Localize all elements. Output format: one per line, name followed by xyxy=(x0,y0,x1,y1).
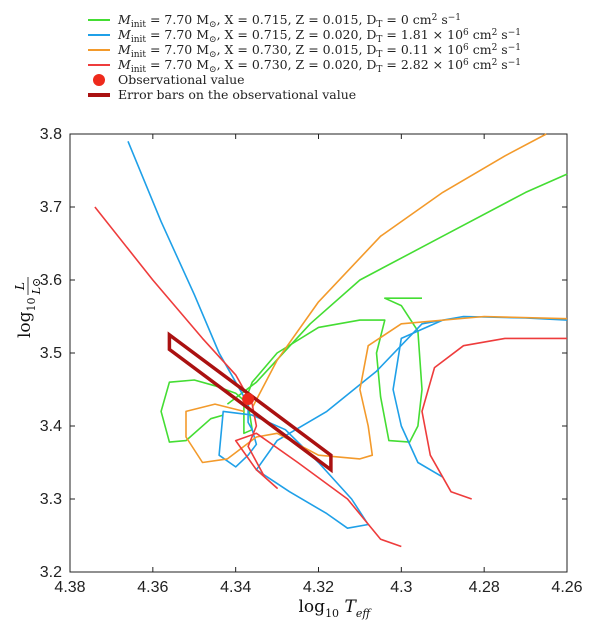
legend-entry-6: Error bars on the observational value xyxy=(88,87,356,102)
legend-label-3: Minit = 7.70 M⊙, X = 0.730, Z = 0.015, D… xyxy=(117,42,521,60)
plot-area: 4.38 4.36 4.34 4.32 4.3 4.28 4.26 3.2 3.3 3.4 3.5 3… xyxy=(40,126,583,596)
x-tick-label-4: 4.3 xyxy=(390,579,412,596)
plot-frame xyxy=(69,133,568,573)
legend-marker-5 xyxy=(93,74,105,86)
y-axis-label-group: log10 L L⊙ xyxy=(13,277,43,338)
series-1 xyxy=(160,173,568,443)
legend-label-4: Minit = 7.70 M⊙, X = 0.730, Z = 0.020, D… xyxy=(117,57,521,75)
y-tick-label-6: 3.8 xyxy=(40,126,62,143)
legend-entry-3: Minit = 7.70 M⊙, X = 0.730, Z = 0.015, D… xyxy=(88,42,521,60)
y-tick-label-3: 3.5 xyxy=(40,345,62,362)
legend-entry-1: Minit = 7.70 M⊙, X = 0.715, Z = 0.015, D… xyxy=(88,12,461,30)
legend-label-5: Observational value xyxy=(118,72,245,87)
x-tick-label-2: 4.34 xyxy=(220,579,251,596)
series-3-track-branch xyxy=(185,315,568,464)
series-3 xyxy=(185,133,568,464)
series-3-track xyxy=(251,133,547,409)
legend-label-2: Minit = 7.70 M⊙, X = 0.715, Z = 0.020, D… xyxy=(117,27,521,45)
series-4-track xyxy=(94,206,402,548)
y-axis-label: log10 L L⊙ xyxy=(13,277,43,338)
error-box xyxy=(167,331,333,474)
y-tick-label-4: 3.6 xyxy=(40,272,62,289)
series-layer xyxy=(94,133,568,548)
series-1-track xyxy=(160,297,423,443)
series-2-track-branch xyxy=(392,319,444,478)
legend-label-1: Minit = 7.70 M⊙, X = 0.715, Z = 0.015, D… xyxy=(117,12,461,30)
y-tick-label-0: 3.2 xyxy=(40,564,62,581)
x-tick-label-3: 4.32 xyxy=(303,579,334,596)
y-axis-label-text: log10 xyxy=(15,297,38,338)
series-4 xyxy=(94,206,567,548)
x-tick-label-5: 4.28 xyxy=(469,579,500,596)
x-axis-label: log10 Teff xyxy=(299,592,373,620)
y-tick-label-2: 3.4 xyxy=(40,418,62,435)
legend-entry-2: Minit = 7.70 M⊙, X = 0.715, Z = 0.020, D… xyxy=(88,27,521,45)
x-tick-label-1: 4.36 xyxy=(137,579,168,596)
legend-entry-5: Observational value xyxy=(93,72,245,87)
legend-entry-4: Minit = 7.70 M⊙, X = 0.730, Z = 0.020, D… xyxy=(88,57,521,75)
y-tick-label-5: 3.7 xyxy=(40,199,62,216)
series-4-track-branch xyxy=(421,337,567,500)
legend-label-6: Error bars on the observational value xyxy=(118,87,356,102)
x-tick-label-0: 4.38 xyxy=(54,579,85,596)
y-label-numerator: L xyxy=(13,282,27,291)
series-1-track-branch xyxy=(226,173,568,405)
ticks-layer: 4.38 4.36 4.34 4.32 4.3 4.28 4.26 3.2 3.3 3.4 3.5 3… xyxy=(40,126,583,596)
x-axis-label-text: log10 Teff xyxy=(299,592,373,620)
y-tick-label-1: 3.3 xyxy=(40,491,62,508)
observational-value-marker xyxy=(242,392,255,405)
legend: Minit = 7.70 M⊙, X = 0.715, Z = 0.015, D… xyxy=(88,12,521,102)
x-tick-label-6: 4.26 xyxy=(551,579,582,596)
y-label-denominator: L⊙ xyxy=(30,278,43,296)
